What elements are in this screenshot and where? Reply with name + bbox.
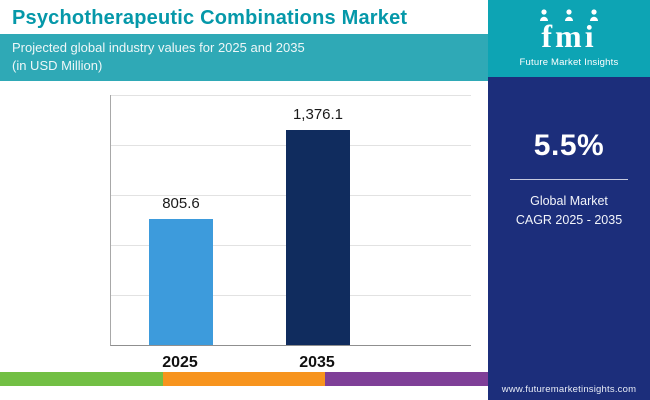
stripe-segment-purple (325, 372, 489, 386)
page-title: Psychotherapeutic Combinations Market (12, 7, 408, 29)
logo-tagline: Future Market Insights (519, 57, 619, 68)
cagr-value: 5.5% (533, 129, 605, 162)
fmi-logo: fmi Future Market Insights (488, 0, 650, 77)
website-link[interactable]: www.futuremarketinsights.com (501, 384, 637, 395)
subtitle-line2: (in USD Million) (12, 57, 103, 73)
subtitle-line1: Projected global industry values for 202… (12, 40, 305, 55)
bar-2025 (149, 219, 213, 345)
chart-panel: Psychotherapeutic Combinations Market Pr… (0, 7, 489, 386)
bar-chart: 805.6 1,376.1 2025 2035 (110, 95, 472, 376)
people-icons (494, 8, 644, 22)
brand-sidebar: fmi Future Market Insights 5.5% Global M… (488, 0, 650, 400)
x-tick-label-2035: 2035 (299, 354, 335, 371)
bar-value-label: 805.6 (162, 195, 200, 212)
divider-line (510, 179, 628, 180)
bar-2035 (286, 130, 350, 345)
bar-value-label: 1,376.1 (292, 106, 344, 123)
stripe-segment-orange (162, 372, 326, 386)
cagr-label-line1: Global Market (530, 194, 608, 208)
chart-plot-area: 805.6 1,376.1 (110, 95, 471, 346)
x-axis: 2025 2035 (110, 346, 470, 376)
gridline (111, 95, 471, 96)
bar-group-2025: 805.6 (149, 195, 213, 345)
subtitle-band: Projected global industry values for 202… (0, 34, 488, 82)
footer-color-stripe (0, 372, 489, 386)
logo-wordmark: fmi (541, 18, 597, 54)
x-tick-label-2025: 2025 (162, 354, 198, 371)
bar-group-2035: 1,376.1 (286, 106, 350, 345)
cagr-label: Global Market CAGR 2025 - 2035 (488, 192, 650, 230)
cagr-label-line2: CAGR 2025 - 2035 (515, 212, 623, 227)
stripe-segment-green (0, 372, 163, 386)
